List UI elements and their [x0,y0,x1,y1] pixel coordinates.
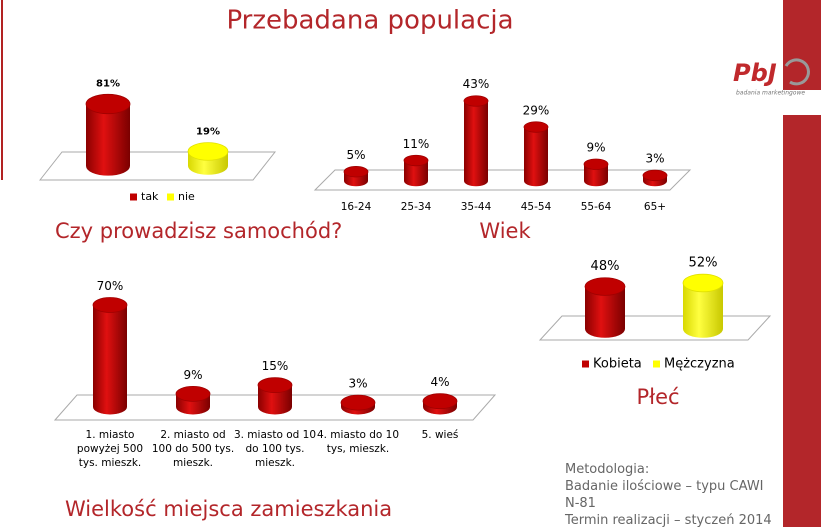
legend-swatch [653,360,660,368]
bar-top [257,377,293,394]
methodology-line: Badanie ilościowe – typu CAWI [565,479,764,494]
logo: PbJ [733,59,777,87]
bar [86,104,130,176]
legend-label: tak [141,190,159,203]
bar-top [175,386,211,402]
x-tick-label: 55-64 [581,201,612,213]
x-tick-label: 35-44 [461,201,492,213]
value-label: 15% [262,359,289,373]
value-label: 81% [96,78,120,89]
value-label: 19% [196,127,220,138]
slide-title: Przebadana populacja [226,6,513,36]
value-label: 43% [463,77,490,91]
chart-title: Wiek [479,219,531,243]
bar [585,286,625,338]
bar-top [92,297,128,313]
x-tick-label: 5. wieś [421,429,459,441]
x-tick-label: 3. miasto od 10 do 100 tys. mieszk. [233,429,317,469]
bar-top [583,158,609,170]
bar-top [343,166,369,178]
bar [683,283,723,338]
value-label: 70% [97,279,124,293]
value-label: 11% [403,137,430,151]
bar [93,305,127,415]
chart-title: Płeć [636,385,679,409]
bar-top [463,95,489,107]
x-tick-label: 16-24 [341,201,372,213]
legend-label: Kobieta [593,357,642,372]
side-bar [783,115,821,527]
chart-title: Czy prowadzisz samochód? [55,219,342,243]
bar-top [642,169,668,182]
value-label: 5% [346,148,365,162]
bar [258,385,292,415]
bar-top [584,277,626,296]
bar [584,164,608,187]
methodology-line: Metodologia: [565,462,650,477]
bar-top [682,273,724,293]
legend-label: Mężczyzna [664,357,735,372]
legend-swatch [167,193,174,201]
bar-top [187,142,229,161]
floor [538,315,772,341]
value-label: 3% [348,377,367,391]
x-tick-label: 1. miasto powyżej 500 tys. mieszk. [76,429,144,469]
value-label: 52% [689,256,718,271]
legend-swatch [582,360,589,368]
x-tick-label: 45-54 [521,201,552,213]
x-tick-label: 25-34 [401,201,432,213]
value-label: 9% [183,368,202,382]
floor [38,151,277,181]
legend-swatch [130,193,137,201]
chart-title: Wielkość miejsca zamieszkania [65,497,392,521]
x-tick-label: 2. miasto od 100 do 500 tys. mieszk. [151,429,235,469]
value-label: 29% [523,103,550,117]
bar [404,160,428,187]
side-bar [783,0,821,90]
methodology-line: Termin realizacji – styczeń 2014 [565,513,772,527]
bar-top [403,154,429,167]
value-label: 4% [430,375,449,389]
x-tick-label: 4. miasto do 10 tys, mieszk. [316,429,400,455]
value-label: 48% [591,259,620,274]
bar-top [422,393,458,410]
legend-label: nie [178,190,195,203]
x-tick-label: 65+ [644,201,666,213]
bar [524,127,548,187]
methodology-line: N-81 [565,496,596,511]
value-label: 3% [645,152,664,166]
bar-top [523,121,549,133]
bar-top [340,394,376,411]
bar-top [85,93,131,115]
bar [464,101,488,187]
logo-arrow [784,58,810,86]
logo-tagline: badania marketingowe [736,90,805,97]
value-label: 9% [586,140,605,154]
floor [313,169,692,191]
